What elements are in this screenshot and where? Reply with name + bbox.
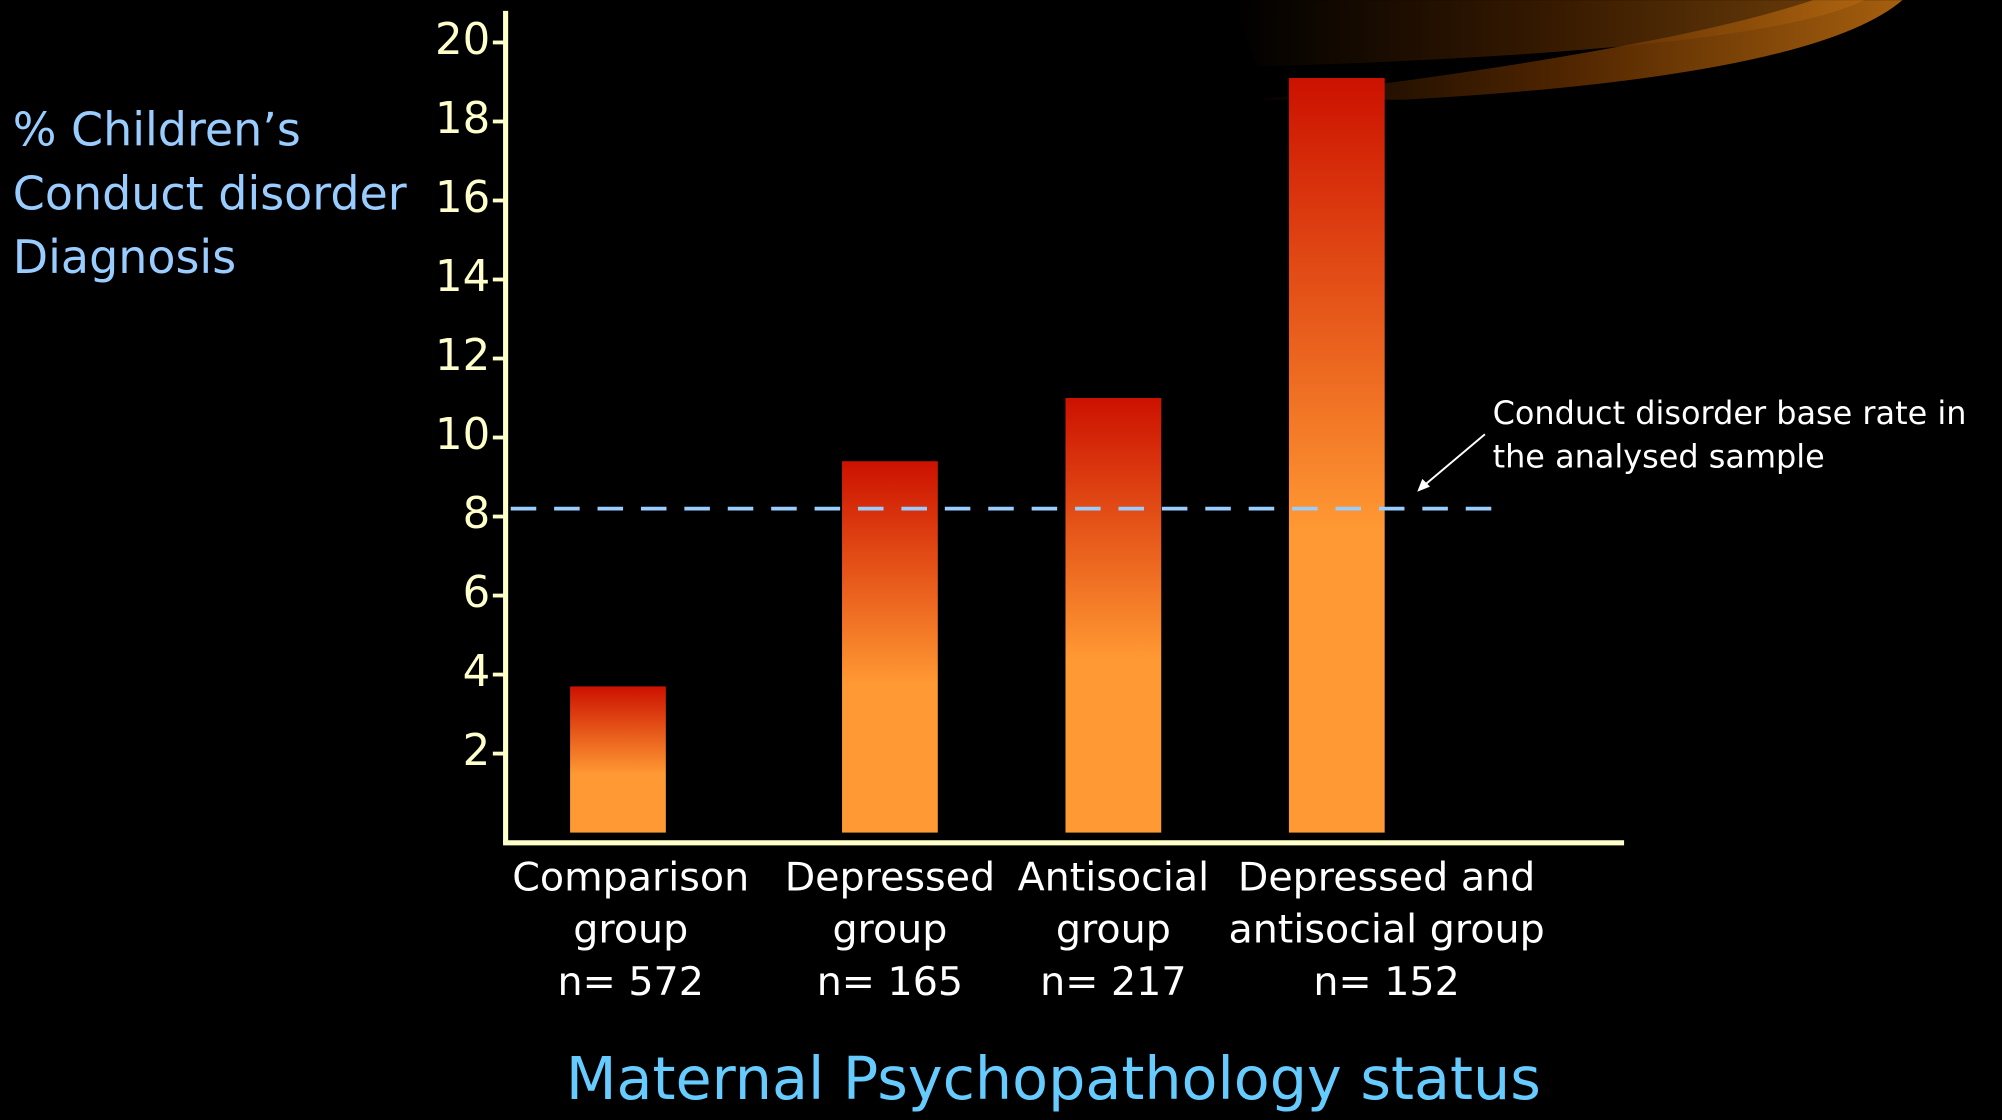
annotation-arrowhead bbox=[1417, 478, 1430, 492]
y-tick-label: 14 bbox=[435, 252, 490, 302]
x-tick-label: Comparison bbox=[512, 854, 749, 900]
annotation-arrow bbox=[1419, 433, 1486, 490]
bar bbox=[842, 461, 938, 833]
x-tick-label: group bbox=[832, 907, 947, 953]
y-tick-label: 10 bbox=[435, 410, 490, 460]
y-tick-label: 12 bbox=[435, 331, 490, 381]
x-tick-label: n= 572 bbox=[558, 959, 704, 1005]
y-tick-label: 4 bbox=[463, 647, 491, 697]
bar bbox=[1065, 398, 1162, 833]
y-axis-title: Diagnosis bbox=[13, 230, 236, 284]
annotation: Conduct disorder base rate in bbox=[1493, 394, 1967, 432]
y-tick-label: 6 bbox=[463, 568, 491, 618]
y-axis-title: Conduct disorder bbox=[13, 166, 407, 220]
y-tick-label: 18 bbox=[435, 94, 490, 144]
annotation: the analysed sample bbox=[1493, 437, 1825, 475]
x-tick-label: n= 152 bbox=[1313, 959, 1459, 1005]
y-axis-title: % Children’s bbox=[13, 102, 301, 156]
y-tick-label: 20 bbox=[435, 15, 490, 65]
x-tick-label: antisocial group bbox=[1228, 907, 1544, 953]
x-tick-label: Depressed bbox=[785, 854, 995, 900]
y-tick-label: 8 bbox=[463, 489, 491, 539]
bar bbox=[1288, 78, 1385, 833]
x-tick-label: group bbox=[573, 907, 688, 953]
bar bbox=[570, 686, 666, 833]
y-tick-label: 2 bbox=[463, 726, 491, 776]
y-tick-label: 16 bbox=[435, 173, 490, 223]
x-axis-title: Maternal Psychopathology status bbox=[566, 1044, 1541, 1113]
x-tick-label: group bbox=[1056, 907, 1171, 953]
x-tick-label: n= 217 bbox=[1040, 959, 1186, 1005]
x-tick-label: Depressed and bbox=[1238, 854, 1535, 900]
decoration bbox=[1232, 0, 1865, 67]
x-tick-label: Antisocial bbox=[1018, 854, 1210, 900]
x-tick-label: n= 165 bbox=[817, 959, 963, 1005]
